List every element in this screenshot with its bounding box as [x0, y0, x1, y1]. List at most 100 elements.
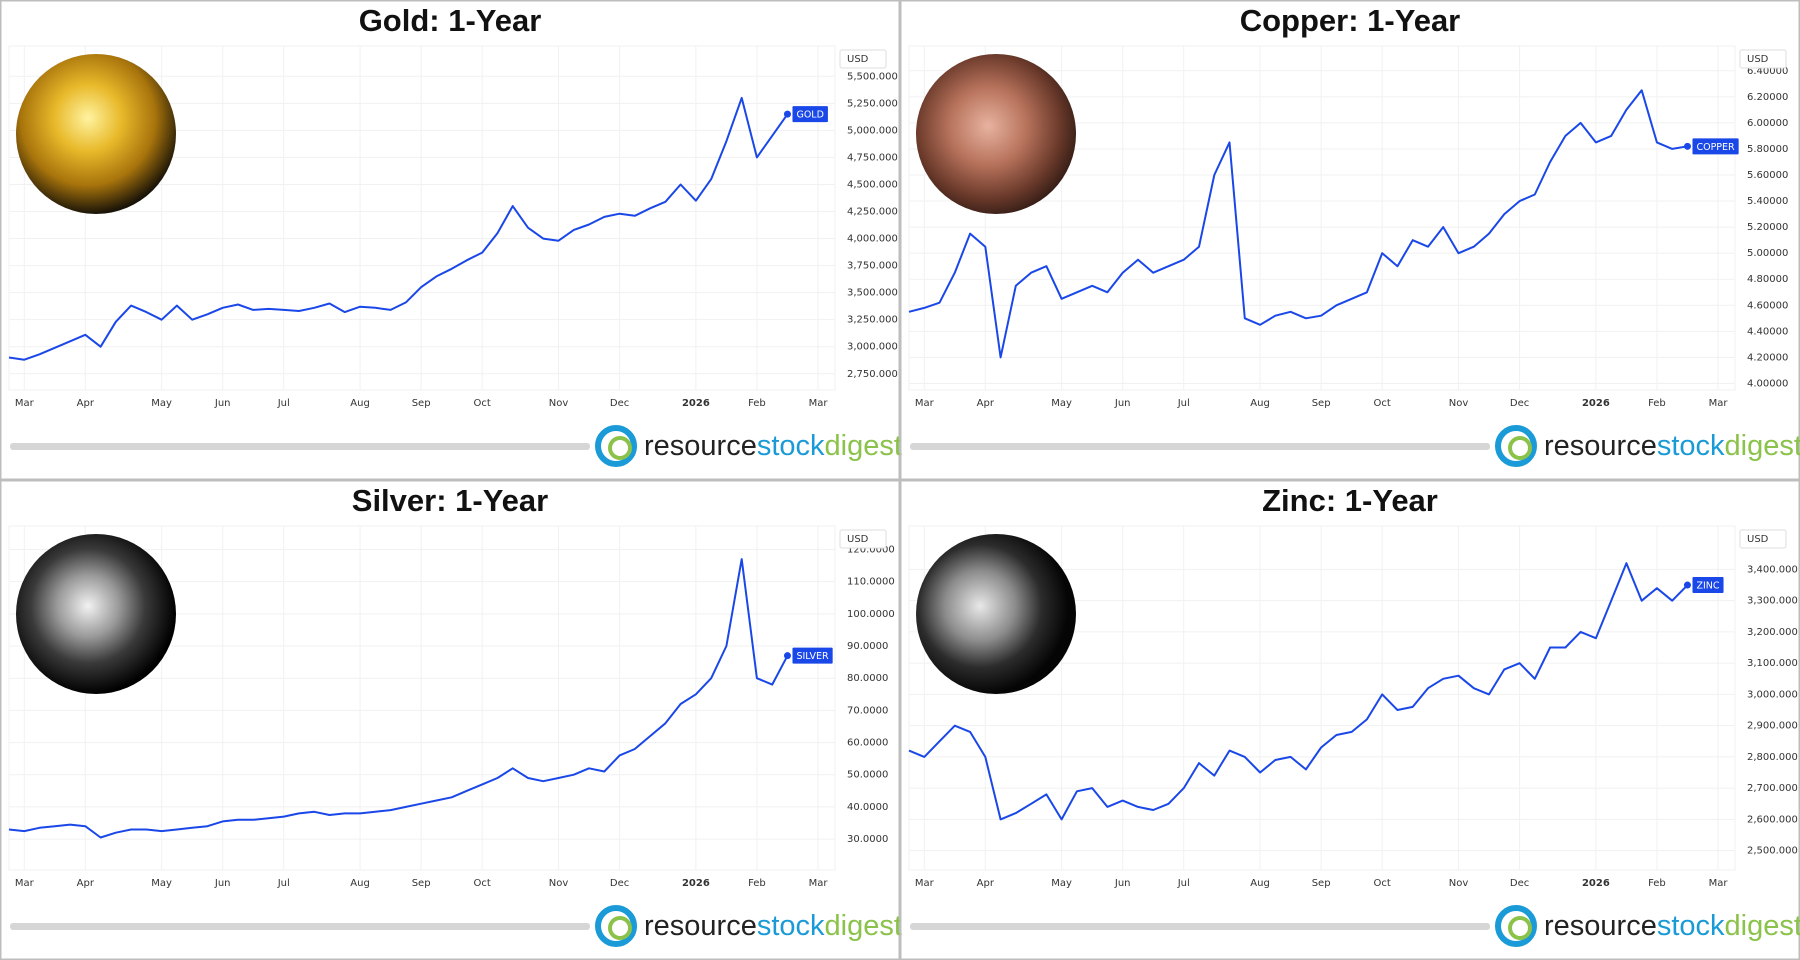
x-tick-label: Aug: [1250, 878, 1270, 889]
y-tick-label: 4,750.000: [847, 152, 898, 163]
y-tick-label: 5.00000: [1747, 248, 1788, 259]
y-tick-label: 6.40000: [1747, 66, 1788, 77]
y-unit: USD: [847, 534, 869, 545]
x-tick-label: Jul: [1177, 878, 1190, 889]
x-tick-label: Nov: [1449, 398, 1469, 409]
x-tick-label: Nov: [549, 398, 569, 409]
last-point: [783, 652, 791, 660]
y-tick-label: 2,600.000: [1747, 814, 1798, 825]
chart-title: Copper: 1-Year: [1240, 3, 1461, 38]
x-tick-label: Feb: [748, 398, 766, 409]
unit-box: [839, 49, 887, 69]
x-tick-label: Mar: [1709, 398, 1729, 409]
y-tick-label: 3,500.000: [847, 288, 898, 299]
y-tick-label: 30.0000: [847, 834, 888, 845]
series-name: COPPER: [1696, 142, 1735, 153]
brand-part: digest: [825, 430, 902, 462]
footer-bar: [910, 443, 1490, 450]
x-tick-label: Mar: [915, 398, 935, 409]
x-tick-label: Nov: [1449, 878, 1469, 889]
brand-part: resource: [1544, 430, 1657, 462]
x-tick-label: 2026: [1582, 878, 1610, 889]
logo-ring: [595, 425, 637, 467]
y-tick-label: 3,750.000: [847, 261, 898, 272]
x-tick-label: Aug: [350, 398, 370, 409]
brand-logo: resourcestockdigest: [644, 910, 902, 942]
y-tick-label: 6.00000: [1747, 118, 1788, 129]
x-tick-label: Apr: [77, 878, 95, 889]
x-tick-label: Jun: [214, 398, 231, 409]
x-tick-label: Oct: [1374, 398, 1391, 409]
unit-box: [1739, 49, 1787, 69]
series-tag: [1692, 138, 1739, 155]
x-tick-label: Jun: [1114, 398, 1131, 409]
x-tick-label: Mar: [15, 878, 35, 889]
y-tick-label: 2,900.000: [1747, 721, 1798, 732]
x-tick-label: Sep: [412, 398, 431, 409]
logo-ring-inner: [1508, 436, 1532, 460]
x-tick-label: Aug: [350, 878, 370, 889]
metal-image: [916, 54, 1076, 214]
x-tick-label: May: [151, 878, 172, 889]
x-tick-label: Jun: [214, 878, 231, 889]
x-tick-label: May: [1051, 398, 1072, 409]
y-tick-label: 2,800.000: [1747, 752, 1798, 763]
x-tick-label: Jul: [277, 878, 290, 889]
brand-logo: resourcestockdigest: [1544, 910, 1800, 942]
metal-image: [16, 534, 176, 694]
x-tick-label: Oct: [1374, 878, 1391, 889]
x-tick-label: May: [1051, 878, 1072, 889]
x-tick-label: Jun: [1114, 878, 1131, 889]
series-tag: [1692, 577, 1724, 594]
x-tick-label: Nov: [549, 878, 569, 889]
y-tick-label: 3,200.000: [1747, 627, 1798, 638]
y-tick-label: 3,100.000: [1747, 658, 1798, 669]
y-tick-label: 5.60000: [1747, 170, 1788, 181]
y-tick-label: 4,000.000: [847, 234, 898, 245]
y-tick-label: 5.80000: [1747, 144, 1788, 155]
brand-part: resource: [644, 910, 757, 942]
x-tick-label: Sep: [1312, 398, 1331, 409]
y-tick-label: 5.40000: [1747, 196, 1788, 207]
footer-bar: [10, 443, 590, 450]
y-unit: USD: [1747, 534, 1769, 545]
brand-part: stock: [757, 910, 825, 942]
y-tick-label: 5,500.000: [847, 71, 898, 82]
series-name: SILVER: [796, 651, 829, 662]
x-tick-label: Dec: [1510, 398, 1529, 409]
y-tick-label: 4.60000: [1747, 300, 1788, 311]
x-tick-label: Mar: [809, 398, 829, 409]
y-tick-label: 4.40000: [1747, 326, 1788, 337]
price-line: [8, 96, 789, 361]
chart-panel: Copper: 1-Year Mar Apr May Jun Jul Aug Sep Oct No…: [899, 0, 1800, 481]
y-tick-label: 5,250.000: [847, 98, 898, 109]
logo-ring: [595, 905, 637, 947]
x-tick-label: Jul: [277, 398, 290, 409]
chart-panel: Zinc: 1-Year Mar Apr May Jun Jul Aug Sep Oct Nov D…: [899, 479, 1800, 960]
x-tick-label: 2026: [682, 878, 710, 889]
y-tick-label: 40.0000: [847, 802, 888, 813]
x-tick-label: Aug: [1250, 398, 1270, 409]
series-tag: [792, 106, 828, 123]
brand-logo: resourcestockdigest: [644, 430, 902, 462]
x-tick-label: Oct: [474, 878, 491, 889]
last-point: [1683, 581, 1691, 589]
y-tick-label: 4.00000: [1747, 378, 1788, 389]
y-unit: USD: [847, 54, 869, 65]
chart-panel: Silver: 1-Year Mar Apr May Jun Jul Aug Sep Oct No…: [0, 479, 902, 960]
brand-part: stock: [1657, 910, 1725, 942]
x-tick-label: Dec: [1510, 878, 1529, 889]
brand-part: stock: [757, 430, 825, 462]
series-tag: [792, 647, 833, 664]
y-tick-label: 3,250.000: [847, 315, 898, 326]
y-tick-label: 4,500.000: [847, 179, 898, 190]
logo-ring-inner: [608, 916, 632, 940]
y-tick-label: 2,500.000: [1747, 846, 1798, 857]
y-tick-label: 4.20000: [1747, 352, 1788, 363]
brand-part: digest: [1725, 430, 1800, 462]
x-tick-label: Feb: [1648, 878, 1666, 889]
brand-part: stock: [1657, 430, 1725, 462]
x-tick-label: Oct: [474, 398, 491, 409]
brand-logo: resourcestockdigest: [1544, 430, 1800, 462]
y-tick-label: 2,700.000: [1747, 783, 1798, 794]
